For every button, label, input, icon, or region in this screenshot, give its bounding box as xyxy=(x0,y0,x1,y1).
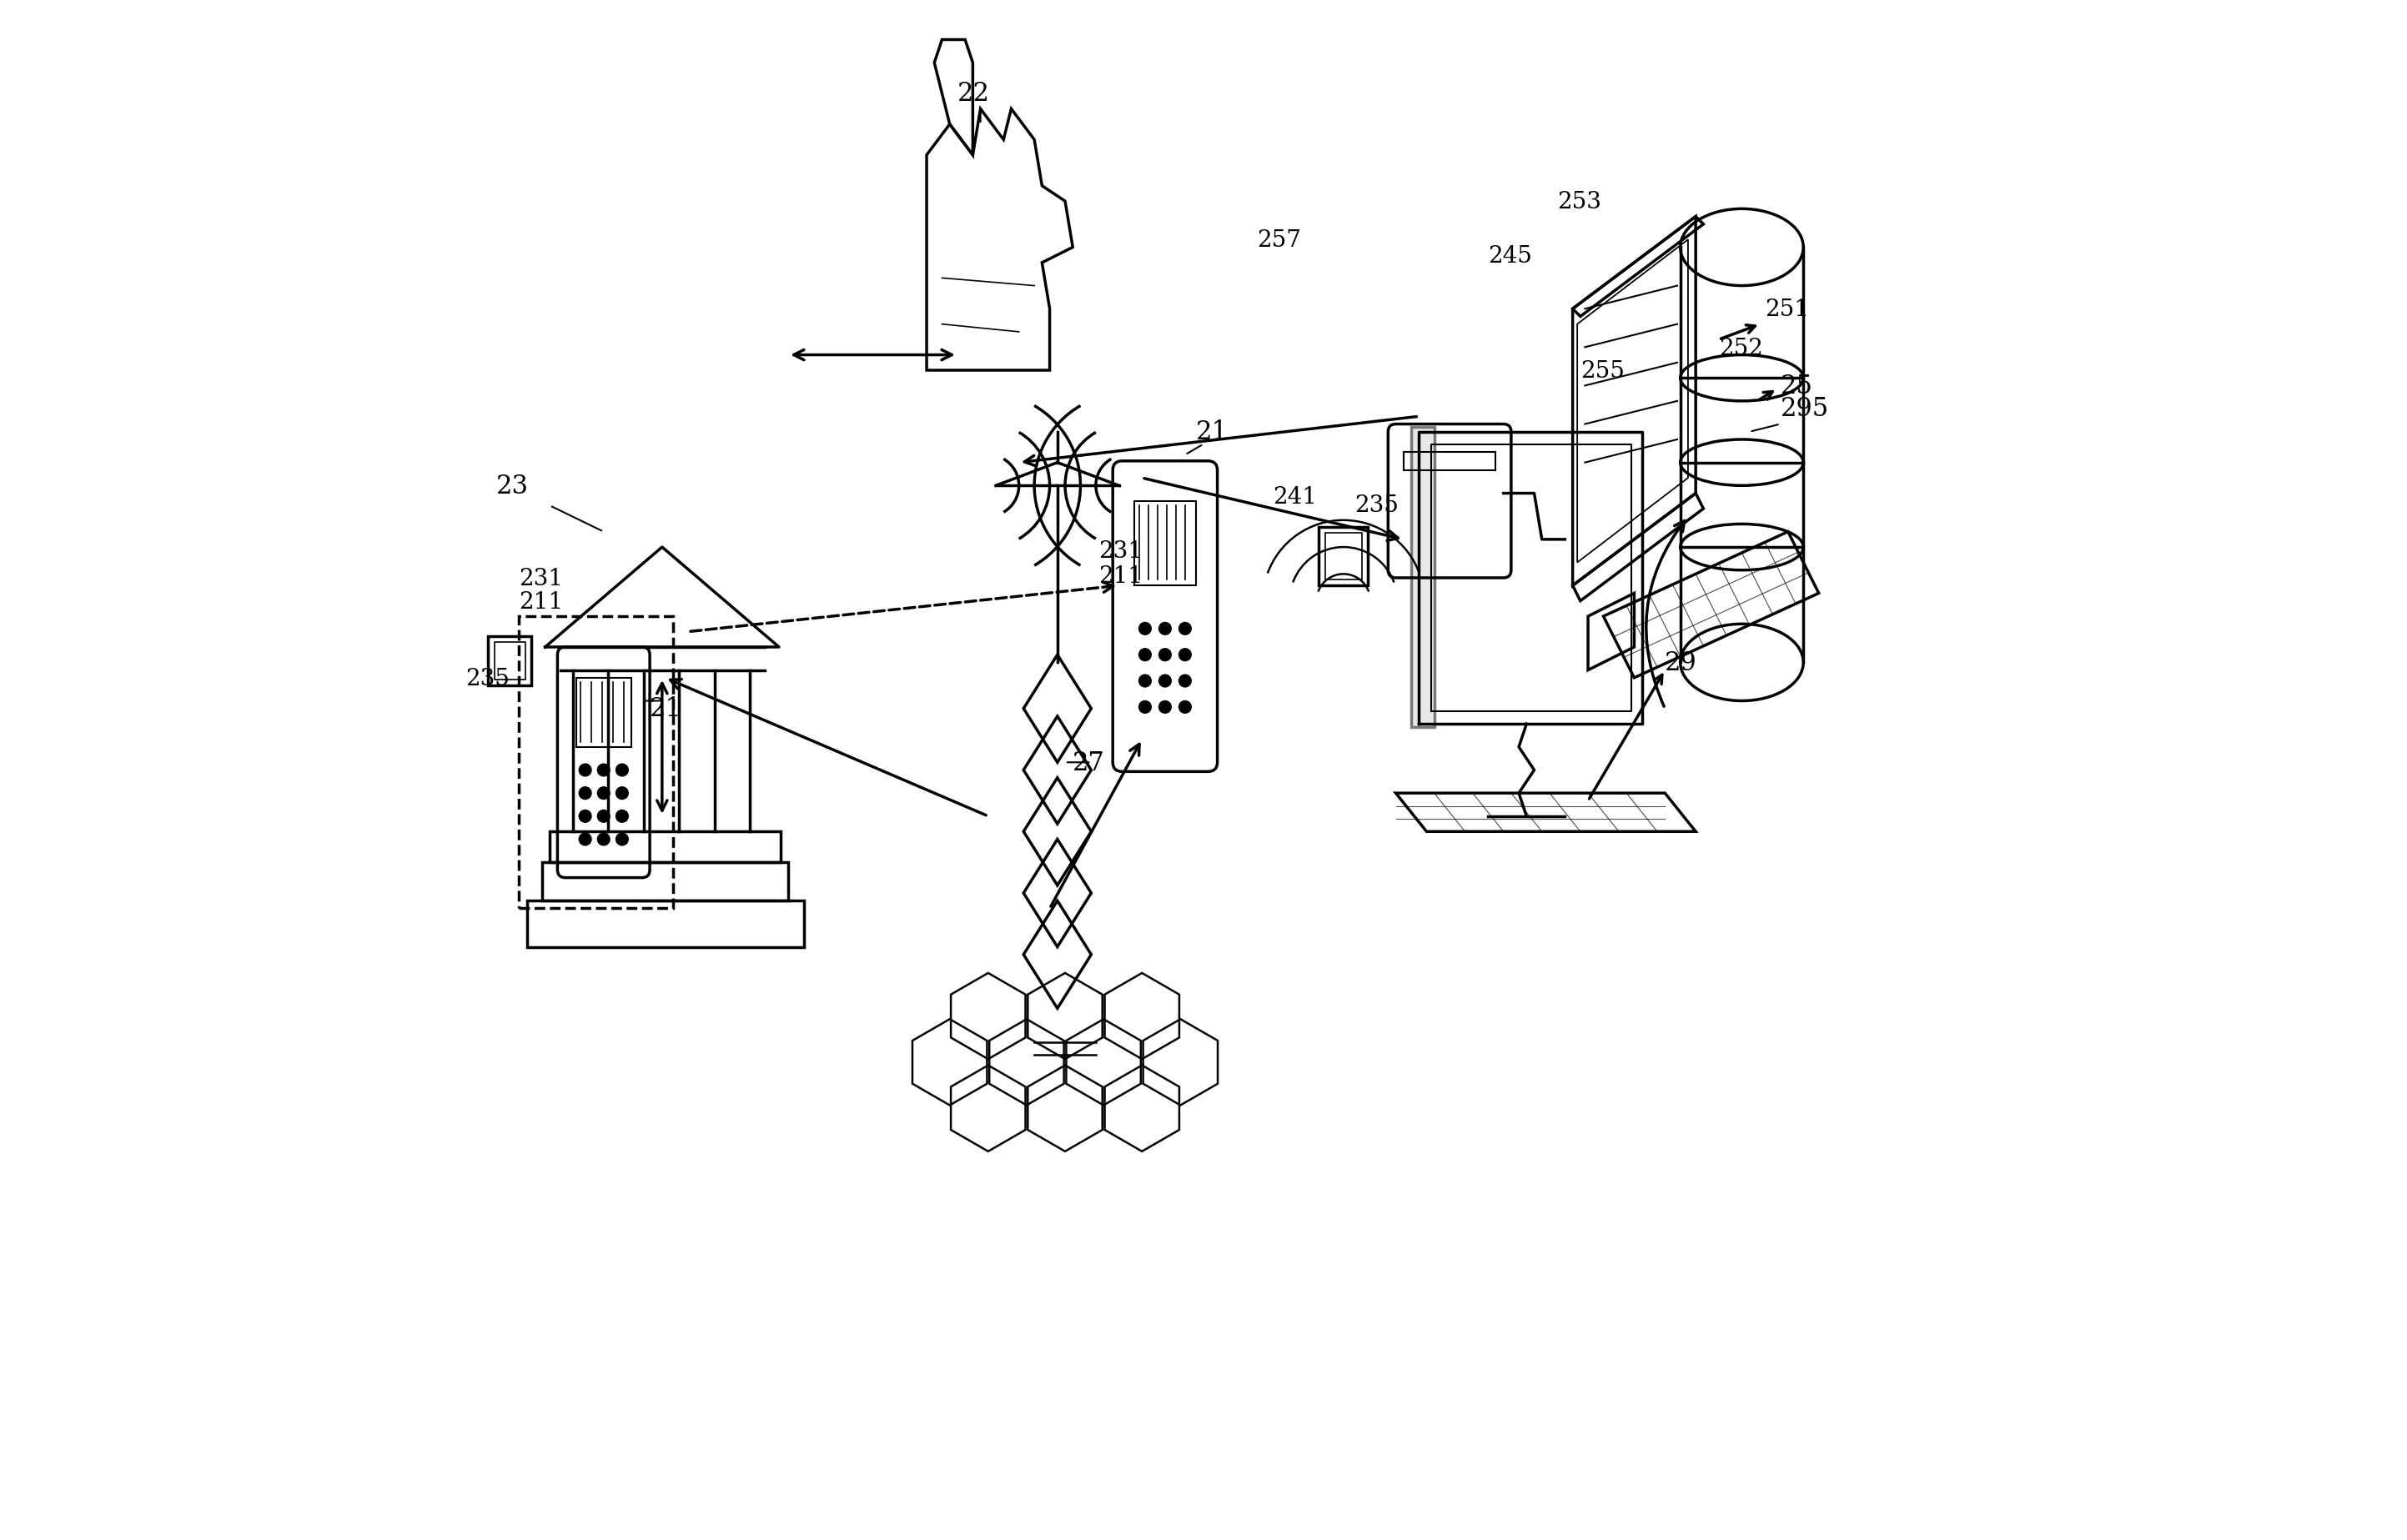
Text: 235: 235 xyxy=(465,668,510,690)
Circle shape xyxy=(1179,648,1191,661)
Circle shape xyxy=(1158,675,1172,687)
Text: 22: 22 xyxy=(958,82,989,106)
Circle shape xyxy=(1179,675,1191,687)
Text: 257: 257 xyxy=(1256,229,1302,253)
Text: 231: 231 xyxy=(1100,541,1143,562)
Text: 23: 23 xyxy=(496,473,530,499)
Circle shape xyxy=(580,833,592,845)
Text: 25: 25 xyxy=(1781,373,1812,399)
Text: 211: 211 xyxy=(1100,565,1143,587)
Text: 245: 245 xyxy=(1488,245,1533,268)
Circle shape xyxy=(597,764,609,776)
Circle shape xyxy=(1179,622,1191,634)
Circle shape xyxy=(597,833,609,845)
Circle shape xyxy=(616,764,628,776)
Bar xyxy=(527,901,804,947)
Bar xyxy=(520,616,674,909)
Text: 253: 253 xyxy=(1557,191,1601,214)
Circle shape xyxy=(616,787,628,799)
Circle shape xyxy=(1158,648,1172,661)
Text: 255: 255 xyxy=(1581,360,1625,383)
Text: 231: 231 xyxy=(520,568,563,590)
Text: 27: 27 xyxy=(1074,750,1105,776)
Bar xyxy=(1403,451,1495,470)
Circle shape xyxy=(616,833,628,845)
Circle shape xyxy=(597,810,609,822)
Bar xyxy=(1134,500,1196,585)
Circle shape xyxy=(1139,622,1151,634)
Text: 211: 211 xyxy=(520,591,563,613)
Circle shape xyxy=(580,787,592,799)
Text: 252: 252 xyxy=(1719,337,1762,360)
Text: 235: 235 xyxy=(1355,494,1398,517)
Circle shape xyxy=(580,810,592,822)
Bar xyxy=(549,832,780,862)
Text: 21: 21 xyxy=(650,696,681,722)
Text: 295: 295 xyxy=(1781,396,1829,422)
Circle shape xyxy=(1139,701,1151,713)
Circle shape xyxy=(1139,648,1151,661)
Bar xyxy=(1319,527,1367,585)
Circle shape xyxy=(580,764,592,776)
Text: 241: 241 xyxy=(1273,487,1317,510)
Text: 21: 21 xyxy=(1196,419,1228,445)
Bar xyxy=(493,642,525,679)
Bar xyxy=(1411,427,1435,727)
Text: 29: 29 xyxy=(1666,650,1697,676)
Text: 251: 251 xyxy=(1764,299,1810,322)
Circle shape xyxy=(1158,701,1172,713)
Bar xyxy=(542,862,787,901)
Bar xyxy=(489,636,532,685)
Circle shape xyxy=(597,787,609,799)
Circle shape xyxy=(1179,701,1191,713)
Bar xyxy=(575,678,631,747)
Bar xyxy=(1324,533,1362,579)
Circle shape xyxy=(1139,675,1151,687)
Circle shape xyxy=(1158,622,1172,634)
Circle shape xyxy=(616,810,628,822)
